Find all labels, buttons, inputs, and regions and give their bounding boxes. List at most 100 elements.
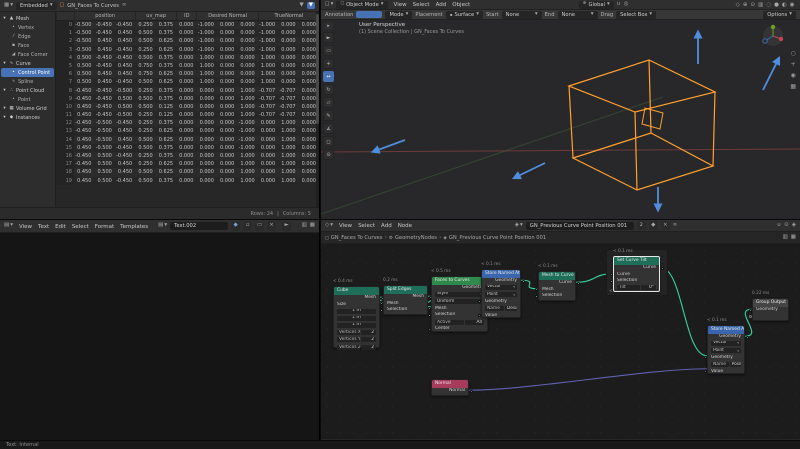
editor-type-button[interactable]: ▤ ▾: [4, 223, 13, 229]
tool-move[interactable]: ↔: [323, 71, 334, 82]
node-row-curve[interactable]: Curve: [614, 265, 664, 272]
node-row-socket[interactable]: [748, 314, 788, 321]
active-field[interactable]: Active All: [435, 319, 484, 325]
style-dropdown[interactable]: Style▾: [435, 292, 484, 298]
node-row-geometry[interactable]: Geometry: [482, 278, 525, 285]
pin-icon[interactable]: ◈: [791, 221, 797, 228]
node-row-geometry[interactable]: Geometry: [708, 334, 749, 341]
editor-type-button[interactable]: ▦ ▾: [4, 2, 13, 9]
selection-socket[interactable]: [427, 313, 431, 317]
text-editor-content[interactable]: [0, 233, 319, 440]
node-row-point[interactable]: Point ▾: [708, 348, 744, 355]
name-field[interactable]: NameDesiredNo: [485, 306, 517, 312]
nodetree-name-field[interactable]: GN_Previous Curve Point Position 001: [525, 221, 634, 230]
toolbar-collapse-icon[interactable]: ▸: [324, 22, 333, 30]
mesh-socket[interactable]: [534, 288, 538, 292]
curve-socket[interactable]: [660, 266, 664, 270]
fake-user-button[interactable]: ◆: [231, 221, 241, 231]
tool-scale[interactable]: ▱: [323, 97, 334, 108]
node-row-style[interactable]: Style▾: [432, 292, 487, 299]
table-scrollbar[interactable]: [316, 12, 319, 207]
node-row-vector[interactable]: Vector ▾: [482, 285, 520, 292]
column-header-truenormal[interactable]: TrueNormal: [257, 12, 319, 20]
value-field[interactable]: 1 m: [337, 315, 376, 321]
menu-select[interactable]: Select: [71, 223, 89, 230]
gizmos-icon[interactable]: ⊕: [742, 2, 748, 8]
node-row-tilt[interactable]: Tilt 0°: [614, 285, 659, 292]
shading-material-icon[interactable]: ◐: [781, 2, 787, 8]
sidebar-item-control-point[interactable]: • Control Point: [1, 68, 54, 77]
tool-add-cube[interactable]: ◻: [323, 136, 334, 147]
mesh-socket[interactable]: [379, 302, 383, 306]
geometry-socket[interactable]: [745, 335, 749, 339]
value-socket[interactable]: [703, 370, 707, 374]
sidebar-item-point[interactable]: • Point: [1, 95, 54, 104]
node-row-curve[interactable]: Curve: [609, 272, 659, 279]
user-count-button[interactable]: 2: [636, 221, 646, 230]
extend-socket[interactable]: [748, 315, 752, 319]
sidebar-group-instances[interactable]: ▾ ◆ Instances: [0, 113, 55, 122]
node-row-name[interactable]: NameDesiredNo: [482, 306, 520, 313]
annotation-color-swatch[interactable]: [356, 11, 383, 18]
shading-rendered-icon[interactable]: ◉: [789, 2, 795, 8]
overlays-icon[interactable]: ⊙: [784, 221, 789, 228]
node-row-geometry[interactable]: Geometry: [748, 307, 788, 314]
snap-icon[interactable]: ∪: [777, 221, 782, 228]
mesh-socket[interactable]: [427, 307, 431, 311]
curve-socket[interactable]: [576, 281, 580, 285]
node-row-1-m[interactable]: 1 m: [334, 315, 379, 323]
datasource-dropdown[interactable]: Embedded ▾: [15, 1, 57, 10]
normal-socket[interactable]: [469, 389, 473, 393]
tool-mode-dropdown[interactable]: Mode ▾: [385, 10, 413, 19]
vector-dropdown[interactable]: Vector ▾: [711, 341, 741, 347]
tool-select-box[interactable]: ▭: [323, 45, 334, 56]
menu-text[interactable]: Text: [38, 223, 50, 230]
node-row-normal[interactable]: Normal: [432, 388, 473, 395]
menu-add[interactable]: Add: [435, 2, 447, 8]
menu-select[interactable]: Select: [412, 2, 430, 8]
node-row-value[interactable]: Value: [477, 313, 520, 320]
filter-toggle[interactable]: ▼: [306, 1, 315, 10]
overlays-icon[interactable]: ⊙: [750, 2, 756, 8]
node-mesh-to-curve[interactable]: Mesh to Curve Curve Mesh Selection: [534, 271, 580, 301]
vector-dropdown[interactable]: Vector ▾: [485, 285, 517, 291]
tool-rotate[interactable]: ↻: [323, 84, 334, 95]
cube-wireframe[interactable]: [567, 59, 717, 191]
geometry-socket[interactable]: [703, 356, 707, 360]
menu-select[interactable]: Select: [358, 223, 376, 229]
start-dropdown[interactable]: None ▾: [501, 10, 542, 19]
proportional-edit-icon[interactable]: ◎: [623, 0, 629, 7]
menu-format[interactable]: Format: [94, 223, 115, 230]
value-field[interactable]: 1 m: [337, 323, 376, 329]
new-text-button[interactable]: ▫: [243, 221, 253, 231]
menu-view[interactable]: View: [393, 2, 407, 8]
xray-icon[interactable]: ▥: [758, 2, 764, 8]
linenumbers-toggle-icon[interactable]: ▦: [309, 222, 315, 229]
node-row-geometry[interactable]: Geometry: [703, 355, 744, 362]
node-store-named-attribute[interactable]: Store Named AttributeGeometryVector▾Poin…: [477, 269, 525, 320]
node-row-mesh[interactable]: Mesh: [379, 301, 427, 308]
node-split-edges[interactable]: Split Edges Mesh Mesh Selection: [379, 285, 432, 315]
column-header-position[interactable]: position: [74, 12, 135, 20]
sidebar-group-mesh[interactable]: ▾ ▲ Mesh: [0, 14, 55, 23]
menu-view[interactable]: View: [18, 223, 33, 230]
value-field[interactable]: 1 m: [337, 308, 376, 314]
menu-add[interactable]: Add: [381, 223, 392, 229]
shading-solid-icon[interactable]: ●: [774, 2, 779, 8]
geometry-socket[interactable]: [748, 308, 752, 312]
node-set-curve-tilt[interactable]: Set Curve Tilt Curve Curve Selection Tilt 0°: [609, 256, 664, 292]
tool-measure[interactable]: ∡: [323, 123, 334, 134]
menu-edit[interactable]: Edit: [55, 223, 66, 230]
menu-node[interactable]: Node: [397, 223, 413, 229]
sidebar-item-vertex[interactable]: • Vertex: [1, 23, 54, 32]
node-row-selection[interactable]: Selection: [379, 307, 427, 314]
shading-wireframe-icon[interactable]: ◌: [766, 2, 772, 8]
node-row-1-m[interactable]: 1 m: [334, 308, 379, 316]
